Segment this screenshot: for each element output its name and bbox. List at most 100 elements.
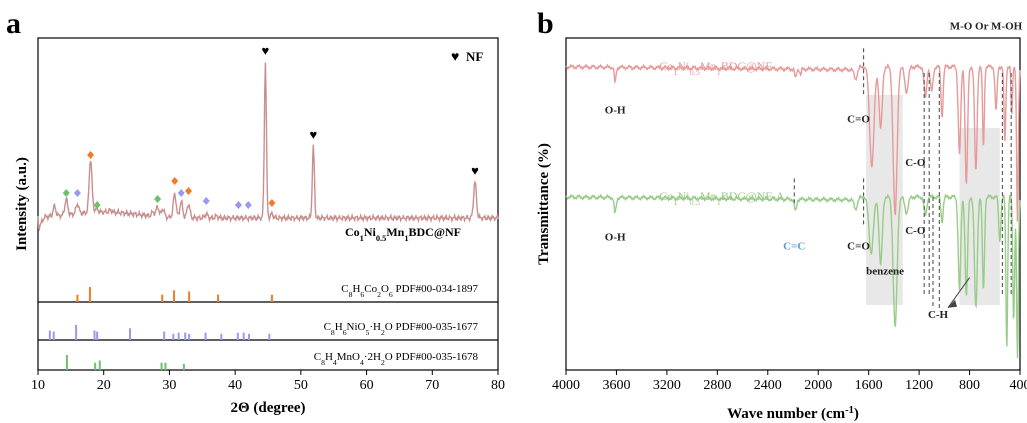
diamond-marker [202, 197, 210, 205]
panel-b-frame [565, 37, 1021, 371]
x-tick-label: 4000 [552, 378, 580, 393]
reference-line [94, 362, 97, 370]
reference-labels: C8H6Co2O6 PDF#00-034-1897 C8H6NiO5·H2O PD… [314, 283, 479, 367]
diamond-marker [62, 189, 70, 197]
reference-line [217, 294, 220, 302]
x-tick-label: 2400 [754, 378, 782, 393]
reference-line [172, 333, 175, 340]
x-tick-label: 3200 [653, 378, 681, 393]
reference-line [188, 291, 191, 302]
diamond-marker [184, 187, 192, 195]
reference-line [268, 333, 271, 340]
reference-label: C8H4MnO4·2H2O PDF#00-035-1678 [314, 351, 479, 367]
x-tick-label: 800 [959, 378, 980, 393]
reference-line [129, 328, 131, 340]
reference-line [93, 330, 96, 340]
series-label: Co1Ni0.5Mn1BDC@NF [659, 59, 772, 77]
x-tick-label: 70 [425, 378, 439, 393]
dashed-guides [793, 48, 1012, 309]
x-tick-label: 10 [31, 378, 45, 393]
x-axis-title: Wave number (cm-1) [727, 405, 859, 423]
x-tick-label: 1600 [855, 378, 883, 393]
diamond-marker [234, 201, 242, 209]
x-tick-label: 20 [97, 378, 111, 393]
panel-b: b O-H O-H C=O C=O C=C C-O C-O benzene C-H M-O Or … [536, 7, 1027, 422]
legend-heart-symbol: ♥ [451, 50, 459, 65]
y-axis-title: Intensity (a.u.) [14, 157, 30, 251]
band-annotation: C-O [905, 157, 926, 169]
panel-a-frame [37, 37, 499, 371]
reference-line [204, 332, 207, 340]
reference-line [88, 287, 91, 302]
series-labels: Co1Ni0.5Mn1BDC@NF Co1Ni0.5Mn1BDC@NF-A [659, 59, 785, 207]
reference-line [48, 330, 51, 340]
diamond-marker [268, 199, 276, 207]
reference-line [247, 333, 250, 340]
diamond-marker [87, 151, 95, 159]
band-annotation: C=O [847, 114, 870, 126]
heart-marker: ♥ [262, 43, 270, 58]
arrow-head [948, 299, 958, 308]
x-tick-label: 1200 [905, 378, 933, 393]
reference-line [164, 362, 167, 370]
reference-label: C8H6NiO5·H2O PDF#00-035-1677 [324, 321, 479, 337]
x-tick-label: 3600 [602, 378, 630, 393]
ftir-curves [565, 63, 1021, 359]
band-annotation: C=O [847, 241, 870, 253]
band-annotation: C-O [905, 225, 926, 237]
reference-line [75, 325, 78, 340]
reference-line [96, 331, 99, 340]
diamond-marker [177, 189, 185, 197]
panel-a: a ♥ ♥ ♥ ♥ NF Co1Ni0.5Mn1BDC@NF C8H6Co2O6 P… [6, 7, 505, 416]
x-tick-label: 2800 [703, 378, 731, 393]
series-label: Co1Ni0.5Mn1BDC@NF [345, 225, 461, 243]
reference-separators [38, 301, 498, 341]
reference-line [188, 333, 191, 340]
ftir-curve [565, 193, 1021, 359]
peak-markers: ♥ ♥ ♥ [62, 43, 479, 209]
band-annotation: C-H [928, 309, 949, 321]
series-label: Co1Ni0.5Mn1BDC@NF-A [659, 189, 785, 207]
heart-marker: ♥ [471, 163, 479, 178]
reference-line [177, 332, 180, 340]
diamond-marker [73, 189, 81, 197]
reference-line [98, 360, 101, 370]
x-tick-label: 40 [228, 378, 242, 393]
reference-line [160, 362, 163, 370]
reference-patterns [48, 287, 273, 370]
heart-marker: ♥ [309, 127, 317, 142]
diamond-marker [154, 195, 162, 203]
ftir-curve [565, 63, 1021, 222]
reference-line [76, 294, 79, 302]
x-tick-label: 400 [1010, 378, 1027, 393]
reference-line [182, 363, 185, 370]
reference-line [161, 294, 164, 302]
y-axis-title: Transmittance (%) [536, 143, 552, 265]
band-annotations: O-H O-H C=O C=O C=C C-O C-O benzene C-H M-O Or M-… [605, 21, 1023, 321]
diamond-marker [93, 201, 101, 209]
x-axis-ticks: 4000 3600 3200 2800 2400 2000 1600 1200 800 400 [552, 370, 1027, 393]
x-tick-label: 60 [360, 378, 374, 393]
reference-line [65, 355, 68, 370]
band-annotation: M-O Or M-OH [950, 21, 1023, 33]
legend: ♥ NF [451, 49, 483, 65]
x-axis-ticks: 10 20 30 40 50 60 70 80 [31, 370, 505, 393]
reference-line [242, 332, 245, 340]
legend-label: NF [466, 49, 483, 64]
band-annotation: O-H [605, 104, 626, 116]
band-annotation: benzene [866, 266, 904, 278]
x-tick-label: 80 [491, 378, 505, 393]
reference-line [52, 331, 55, 340]
reference-line [270, 294, 273, 302]
panel-b-label: b [537, 7, 554, 40]
diamond-marker [244, 201, 252, 209]
reference-line [163, 331, 166, 340]
x-tick-label: 2000 [804, 378, 832, 393]
x-tick-label: 30 [162, 378, 176, 393]
reference-line [236, 332, 239, 340]
band-annotation: O-H [605, 231, 626, 243]
xrd-curve [37, 62, 499, 232]
x-axis-title: 2Θ (degree) [230, 400, 305, 416]
x-tick-label: 50 [294, 378, 308, 393]
